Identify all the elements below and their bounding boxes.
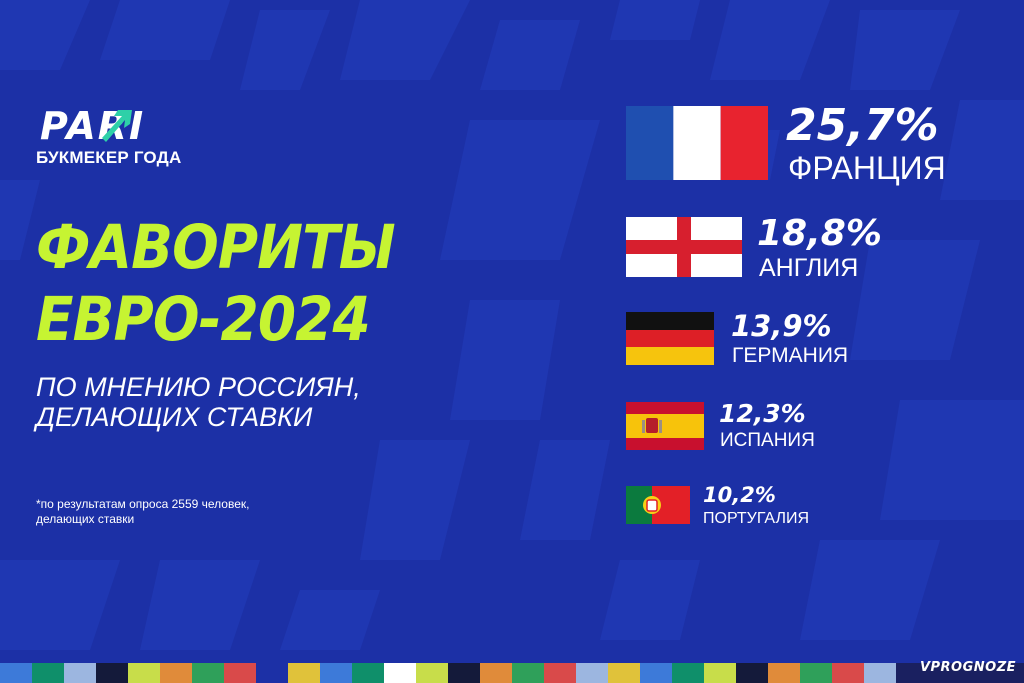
category-label: ИСПАНИЯ xyxy=(720,430,815,451)
flag-france-icon xyxy=(626,106,768,180)
decorative-color-stripe xyxy=(0,663,1024,683)
subtitle: ПО МНЕНИЮ РОССИЯН, ДЕЛАЮЩИХ СТАВКИ xyxy=(36,372,361,432)
flag-england-icon xyxy=(626,217,742,277)
pari-logo: PARI БУКМЕКЕР ГОДА xyxy=(36,104,216,168)
flag-germany-icon xyxy=(626,312,714,365)
footnote: *по результатам опроса 2559 человек, дел… xyxy=(36,497,296,527)
data-label: 18,8% xyxy=(757,213,882,254)
subtitle-line-1: ПО МНЕНИЮ РОССИЯН, xyxy=(36,372,361,402)
title-line-2: ЕВРО-2024 xyxy=(36,284,371,355)
category-label: ГЕРМАНИЯ xyxy=(732,344,849,367)
logo-tagline: БУКМЕКЕР ГОДА xyxy=(36,148,182,167)
watermark: VPROGNOZE xyxy=(919,660,1016,675)
data-label: 25,7% xyxy=(786,100,939,151)
subtitle-line-2: ДЕЛАЮЩИХ СТАВКИ xyxy=(36,402,313,432)
title-line-1: ФАВОРИТЫ xyxy=(36,212,396,283)
data-label: 13,9% xyxy=(731,309,832,343)
category-label: АНГЛИЯ xyxy=(759,254,859,282)
arrow-icon xyxy=(102,110,132,142)
data-label: 12,3% xyxy=(719,399,806,428)
flag-spain-icon xyxy=(626,402,704,450)
footnote-line-2: делающих ставки xyxy=(36,512,135,526)
footnote-line-1: *по результатам опроса 2559 человек, xyxy=(36,497,250,511)
page-title: ФАВОРИТЫ ЕВРО-2024 xyxy=(36,212,396,356)
category-label: ПОРТУГАЛИЯ xyxy=(703,510,810,527)
data-label: 10,2% xyxy=(703,483,776,507)
category-label: ФРАНЦИЯ xyxy=(788,150,946,186)
flag-portugal-icon xyxy=(626,486,690,524)
